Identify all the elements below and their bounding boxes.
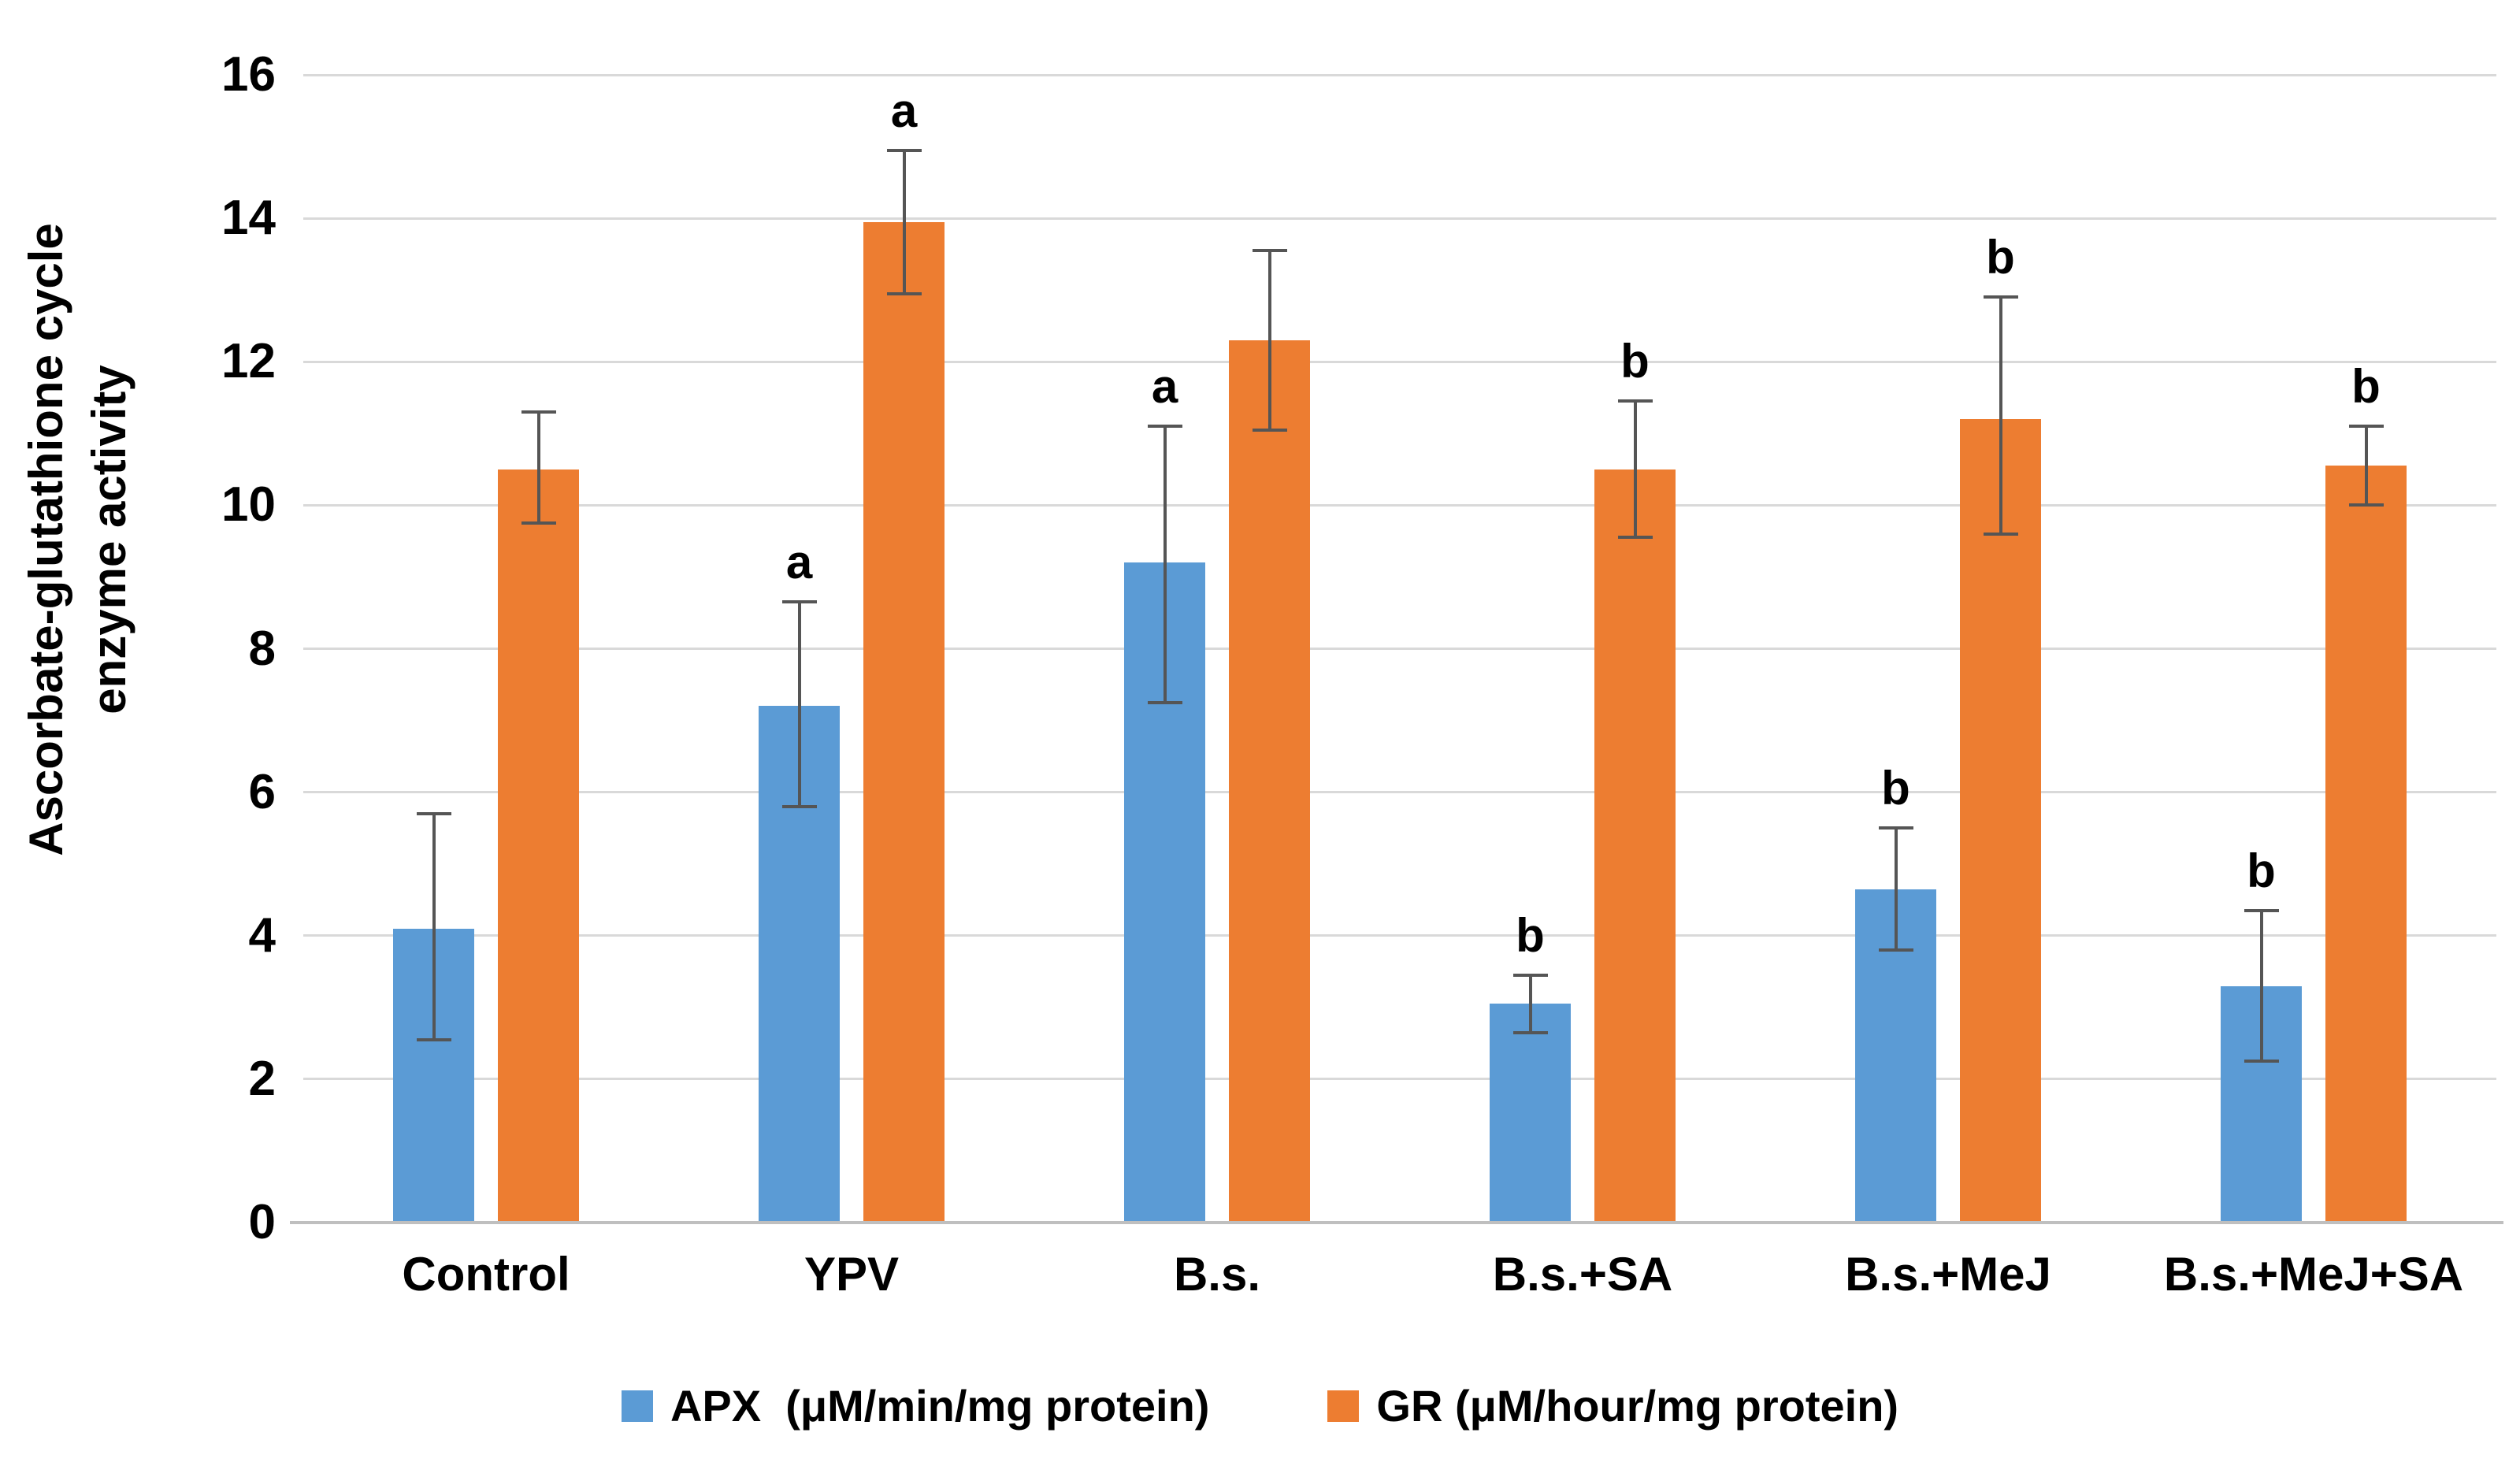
error-cap-top-gr-B.s.+MeJ (1983, 295, 2018, 299)
error-cap-top-apx-B.s. (1147, 425, 1182, 429)
x-axis-line (290, 1221, 2503, 1224)
significance-letter-gr-B.s.+SA: b (1620, 335, 1650, 388)
gr-bar-Control (498, 469, 579, 1223)
error-bar-apx-YPV (797, 602, 801, 807)
error-cap-top-apx-B.s.+SA (1512, 973, 1548, 977)
legend-label-gr: GR (μM/hour/mg protein) (1376, 1381, 1899, 1431)
error-bar-gr-B.s. (1267, 251, 1271, 430)
gridline-y-8 (303, 648, 2496, 650)
significance-letter-apx-YPV: a (785, 536, 813, 589)
significance-letter-gr-YPV: a (890, 84, 918, 137)
x-category-label-YPV: YPV (804, 1248, 900, 1301)
y-tick-label-8: 8 (248, 621, 276, 676)
error-cap-bottom-gr-YPV (886, 291, 922, 295)
error-cap-bottom-gr-B.s. (1252, 428, 1287, 432)
x-category-label-Control: Control (402, 1248, 570, 1301)
y-tick-label-6: 6 (248, 764, 276, 819)
gridline-y-16 (303, 73, 2496, 76)
gridline-y-14 (303, 217, 2496, 220)
error-cap-bottom-apx-B.s.+SA (1512, 1030, 1548, 1034)
y-tick-label-10: 10 (221, 477, 276, 533)
significance-letter-gr-B.s.+MeJ+SA: b (2351, 360, 2381, 414)
error-cap-bottom-gr-B.s.+SA (1617, 536, 1653, 540)
error-bar-apx-B.s.+MeJ (1894, 828, 1898, 950)
legend-label-apx: APX (μM/min/mg protein) (670, 1381, 1210, 1431)
error-cap-top-gr-B.s. (1252, 249, 1287, 253)
legend-swatch-apx (621, 1390, 653, 1422)
error-cap-top-gr-B.s.+MeJ+SA (2348, 425, 2384, 429)
error-cap-bottom-apx-B.s.+MeJ+SA (2244, 1060, 2279, 1063)
legend-item-gr: GR (μM/hour/mg protein) (1327, 1380, 1898, 1431)
error-bar-apx-B.s.+MeJ+SA (2259, 910, 2263, 1062)
error-bar-gr-YPV (902, 150, 906, 294)
gr-bar-YPV (863, 221, 945, 1223)
error-cap-bottom-apx-B.s. (1147, 700, 1182, 704)
gr-bar-B.s.+MeJ+SA (2325, 466, 2407, 1223)
y-tick-label-14: 14 (221, 191, 276, 246)
error-cap-bottom-gr-B.s.+MeJ+SA (2348, 503, 2384, 507)
gridline-y-6 (303, 791, 2496, 794)
x-category-label-B.s.+MeJ+SA: B.s.+MeJ+SA (2163, 1248, 2464, 1301)
error-cap-top-apx-B.s.+MeJ+SA (2244, 908, 2279, 912)
significance-letter-apx-B.s.+MeJ: b (1881, 762, 1910, 815)
significance-letter-apx-B.s.+SA: b (1516, 908, 1545, 962)
error-cap-bottom-apx-B.s.+MeJ (1878, 948, 1913, 952)
gridline-y-12 (303, 360, 2496, 363)
error-cap-bottom-gr-Control (521, 521, 556, 525)
error-cap-bottom-gr-B.s.+MeJ (1983, 532, 2018, 536)
error-bar-gr-Control (536, 412, 540, 524)
error-cap-bottom-apx-YPV (781, 804, 817, 808)
error-cap-top-gr-Control (521, 410, 556, 414)
error-cap-top-gr-YPV (886, 148, 922, 152)
y-tick-label-12: 12 (221, 334, 276, 389)
significance-letter-apx-B.s.+MeJ+SA: b (2247, 844, 2276, 897)
gr-bar-B.s. (1229, 340, 1310, 1223)
error-cap-top-apx-Control (416, 811, 451, 815)
error-bar-gr-B.s.+SA (1633, 401, 1637, 538)
error-bar-gr-B.s.+MeJ (1999, 297, 2002, 534)
error-cap-top-apx-YPV (781, 600, 817, 604)
y-tick-label-16: 16 (221, 47, 276, 102)
gr-bar-B.s.+MeJ (1960, 419, 2041, 1223)
error-bar-apx-B.s.+SA (1528, 974, 1532, 1033)
gridline-y-10 (303, 503, 2496, 507)
error-cap-top-gr-B.s.+SA (1617, 399, 1653, 403)
legend: APX (μM/min/mg protein) GR (μM/hour/mg pr… (0, 1380, 2520, 1431)
apx-bar-B.s.+SA (1490, 1004, 1571, 1223)
legend-item-apx: APX (μM/min/mg protein) (621, 1380, 1210, 1431)
error-bar-apx-Control (432, 813, 436, 1040)
error-bar-apx-B.s. (1163, 426, 1167, 703)
y-tick-label-4: 4 (248, 907, 276, 963)
gridline-y-2 (303, 1078, 2496, 1081)
gridline-y-4 (303, 934, 2496, 937)
significance-letter-gr-B.s.+MeJ: b (1986, 231, 2015, 284)
significance-letter-apx-B.s.: a (1151, 360, 1178, 414)
error-cap-top-apx-B.s.+MeJ (1878, 826, 1913, 830)
x-category-label-B.s.: B.s. (1173, 1248, 1261, 1301)
x-category-label-B.s.+SA: B.s.+SA (1492, 1248, 1673, 1301)
gr-bar-B.s.+SA (1594, 469, 1676, 1223)
error-bar-gr-B.s.+MeJ+SA (2364, 426, 2368, 506)
plot-area: a a a b b b b b b (303, 73, 2496, 1223)
y-tick-label-2: 2 (248, 1051, 276, 1106)
legend-swatch-gr (1327, 1390, 1360, 1422)
error-cap-bottom-apx-Control (416, 1037, 451, 1041)
y-tick-label-0: 0 (248, 1195, 276, 1249)
x-category-label-B.s.+MeJ: B.s.+MeJ (1845, 1248, 2051, 1301)
